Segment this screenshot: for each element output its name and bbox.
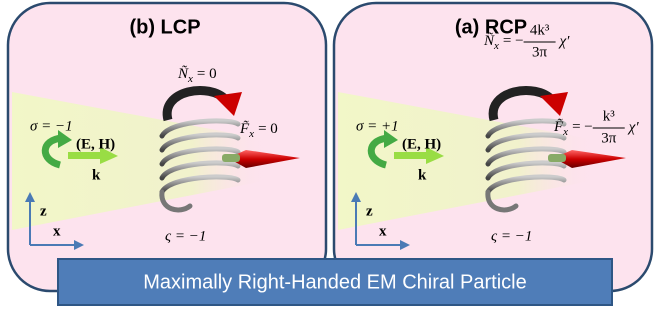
equation-suffix: χ′	[627, 119, 640, 135]
banner-text: Maximally Right-Handed EM Chiral Particl…	[143, 271, 526, 293]
force-arrow-stem	[548, 154, 566, 162]
axis-z-label: z	[366, 203, 373, 219]
spin-label: σ = −1	[30, 118, 73, 134]
fields-label: (E, H)	[402, 136, 441, 152]
text-part: x	[562, 126, 568, 138]
equation-suffix: χ′	[558, 33, 571, 49]
spin-label: σ = +1	[356, 118, 399, 134]
text-part: = 0	[258, 121, 278, 137]
chirality-label: ς = −1	[491, 228, 532, 244]
k-label: k	[418, 167, 427, 183]
axis-x-label: x	[379, 223, 387, 239]
text-part: = −	[503, 33, 524, 49]
text-part: = −	[572, 119, 593, 135]
text-part: x	[187, 73, 193, 85]
fraction-denominator: 3π	[601, 130, 617, 146]
equation: Ñx= 0	[177, 65, 217, 84]
fraction-numerator: k³	[603, 108, 616, 124]
force-arrow-stem	[222, 154, 240, 162]
equation: F̃x= 0	[239, 121, 278, 140]
fraction-numerator: 4k³	[530, 22, 550, 38]
k-label: k	[92, 167, 101, 183]
axis-x-label: x	[53, 223, 61, 239]
fraction-denominator: 3π	[532, 44, 548, 60]
text-part: x	[248, 128, 254, 140]
equation: Ñx= −	[483, 32, 524, 51]
equation: F̃x= −	[553, 119, 593, 138]
figure: (b) LCPσ = −1(E, H)kÑx= 0F̃x= 0ς = −1zx(…	[0, 0, 668, 312]
fields-label: (E, H)	[76, 136, 115, 152]
panel-title: (b) LCP	[129, 16, 200, 38]
text-part: = 0	[197, 66, 217, 82]
axis-z-label: z	[40, 203, 47, 219]
chirality-label: ς = −1	[165, 228, 206, 244]
text-part: x	[493, 40, 499, 52]
